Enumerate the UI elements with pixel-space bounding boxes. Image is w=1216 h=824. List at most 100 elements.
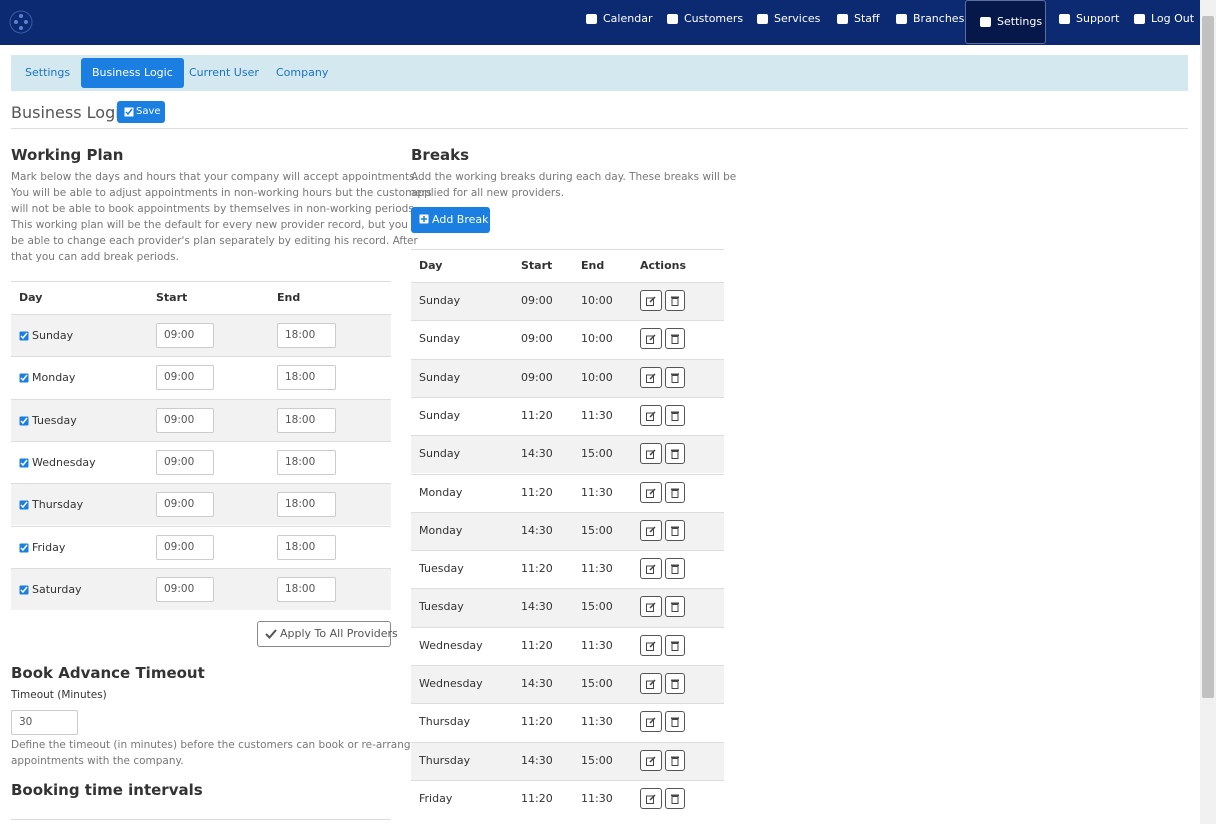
day-label: Sunday — [32, 329, 74, 342]
table-row — [411, 703, 724, 741]
time-input[interactable]: 09:00 — [156, 492, 214, 518]
day-label: Thursday — [32, 498, 84, 512]
time-input[interactable]: 09:00 — [156, 365, 214, 391]
nav-item[interactable]: Log Out — [1151, 12, 1195, 25]
nav-icon — [1134, 14, 1145, 24]
scroll-thumb — [1202, 16, 1214, 698]
checkbox — [19, 500, 29, 510]
help-line: appointments with the company. — [11, 755, 184, 767]
delete-icon — [671, 794, 679, 804]
cell: 15:00 — [581, 600, 613, 614]
nav-item[interactable]: Customers — [684, 12, 744, 25]
time-input[interactable]: 09:00 — [156, 576, 214, 602]
cell: Friday — [419, 791, 453, 805]
description-line: This working plan will be the default fo… — [11, 219, 429, 231]
table-top-border — [411, 249, 724, 250]
delete-icon — [671, 641, 679, 651]
delete-button[interactable] — [665, 404, 685, 426]
field-label: Timeout (Minutes) — [11, 689, 107, 701]
cell: Wednesday — [419, 677, 483, 690]
save-button[interactable]: Save — [117, 101, 165, 123]
table-row — [11, 525, 391, 568]
tab[interactable]: Settings — [25, 66, 71, 79]
delete-button[interactable] — [665, 711, 685, 733]
edit-icon — [646, 373, 656, 383]
nav-item[interactable]: Services — [774, 12, 821, 25]
delete-icon — [671, 602, 679, 613]
tab[interactable]: Current User — [189, 66, 259, 79]
delete-button[interactable] — [665, 634, 685, 656]
delete-button[interactable] — [665, 481, 685, 503]
delete-icon — [671, 449, 679, 460]
description-line: will not be able to book appointments by… — [11, 203, 418, 215]
delete-button[interactable] — [665, 787, 685, 809]
delete-button[interactable] — [665, 443, 685, 465]
cell: 15:00 — [581, 447, 613, 461]
delete-button[interactable] — [665, 596, 685, 618]
cell: Sunday — [419, 370, 461, 384]
delete-button[interactable] — [665, 558, 685, 580]
column-header: Day — [419, 259, 443, 272]
column-header: End — [277, 291, 301, 304]
cell: 11:30 — [581, 791, 613, 805]
description-line: applied for all new providers. — [411, 187, 565, 199]
save-icon — [124, 107, 134, 117]
day-label: Wednesday — [32, 455, 96, 469]
nav-icon — [667, 14, 678, 24]
cell: Monday — [419, 485, 463, 499]
delete-icon — [671, 411, 679, 421]
tab-bar — [11, 55, 1188, 91]
day-label: Friday — [32, 540, 66, 554]
table-top-border — [11, 819, 391, 820]
nav-item[interactable]: Staff — [854, 12, 880, 25]
checkbox — [19, 331, 29, 341]
cell: 11:30 — [581, 715, 613, 729]
description-line: that you can add break periods. — [11, 251, 179, 263]
timeout-input[interactable]: 30 — [11, 710, 78, 735]
delete-button[interactable] — [665, 673, 685, 694]
time-input[interactable]: 09:00 — [156, 534, 214, 560]
delete-button[interactable] — [665, 328, 685, 350]
nav-item[interactable]: Calendar — [603, 12, 653, 25]
time-input[interactable]: 18:00 — [277, 576, 336, 602]
time-input[interactable]: 18:00 — [277, 407, 336, 433]
cell: Sunday — [419, 447, 461, 461]
delete-icon — [671, 334, 679, 345]
delete-button[interactable] — [665, 519, 685, 541]
nav-icon — [837, 14, 848, 24]
table-row — [411, 511, 724, 551]
delete-button[interactable] — [665, 366, 685, 388]
delete-button[interactable] — [665, 749, 685, 771]
time-input[interactable]: 18:00 — [277, 449, 336, 475]
cell: 09:00 — [521, 332, 553, 346]
description-line: be able to change each provider's plan s… — [11, 235, 418, 247]
nav-item[interactable]: Settings — [997, 15, 1043, 28]
delete-icon — [671, 296, 679, 306]
cell: 11:20 — [521, 408, 553, 422]
nav-item[interactable]: Support — [1076, 12, 1120, 25]
tab[interactable]: Company — [276, 66, 329, 79]
divider — [11, 128, 1188, 129]
time-input[interactable]: 18:00 — [277, 323, 336, 348]
delete-button[interactable] — [665, 290, 685, 311]
nav-icon — [896, 14, 907, 24]
cell: Sunday — [419, 294, 461, 307]
cell: 14:30 — [521, 447, 553, 461]
time-input[interactable]: 09:00 — [156, 323, 214, 348]
page-title: Business Logic — [11, 103, 129, 122]
description-line: You will be able to adjust appointments … — [11, 187, 432, 199]
apply-button[interactable]: Apply To All Providers — [257, 621, 398, 647]
time-input[interactable]: 09:00 — [156, 407, 214, 433]
nav-item[interactable]: Branches — [913, 12, 965, 25]
cell: 11:20 — [521, 638, 553, 652]
tab[interactable]: Business Logic — [81, 58, 184, 88]
description-line: Mark below the days and hours that your … — [11, 171, 418, 183]
table-top-border — [11, 281, 391, 282]
time-input[interactable]: 18:00 — [277, 365, 336, 391]
time-input[interactable]: 09:00 — [156, 449, 214, 475]
time-input[interactable]: 18:00 — [277, 492, 336, 518]
edit-icon — [646, 296, 656, 306]
cell: Thursday — [419, 753, 471, 767]
delete-icon — [671, 488, 679, 498]
time-input[interactable]: 18:00 — [277, 534, 336, 560]
